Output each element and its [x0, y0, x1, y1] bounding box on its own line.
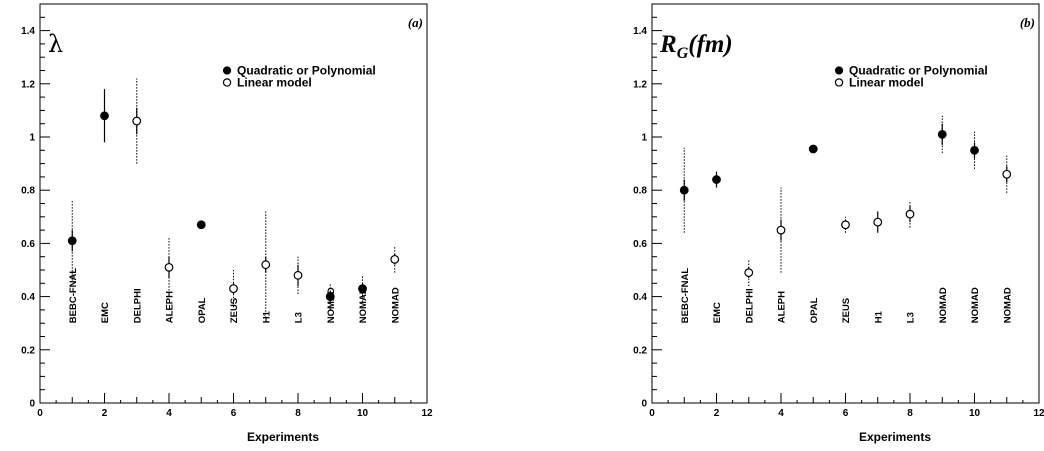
y-tick-label: 1	[29, 133, 35, 144]
experiment-label: DELPHI	[744, 288, 755, 323]
data-point-open	[390, 254, 400, 264]
x-tick-label: 0	[649, 408, 655, 419]
y-tick-label: 0.2	[21, 345, 35, 356]
data-point-filled	[712, 175, 721, 184]
data-point-open	[293, 270, 303, 280]
experiment-label: ZEUS	[841, 298, 852, 323]
x-tick-label: 6	[843, 408, 849, 419]
y-tick-label: 0.2	[633, 345, 647, 356]
experiment-label: NOMAD	[970, 287, 981, 323]
experiment-label: L3	[294, 312, 305, 323]
data-point-open	[744, 268, 754, 278]
x-axis-label: Experiments	[859, 430, 931, 444]
data-point-open	[229, 284, 238, 294]
panel-title: RG(fm)	[659, 31, 733, 62]
experiment-label: H1	[261, 310, 272, 323]
y-tick-label: 0.8	[21, 186, 35, 197]
data-point-filled	[325, 292, 335, 302]
experiment-label: ALEPH	[777, 291, 788, 323]
data-point-filled	[67, 236, 77, 246]
experiment-label: EMC	[712, 302, 723, 323]
experiment-label: BEBC-FNAL	[68, 268, 79, 324]
y-tick-label: 1.4	[21, 26, 35, 37]
legend-label-open: Linear model	[849, 75, 924, 89]
data-point-open	[905, 209, 915, 219]
x-axis-label: Experiments	[247, 430, 319, 444]
x-tick-label: 10	[357, 408, 369, 419]
experiment-label: L3	[906, 312, 917, 323]
experiment-label: NOMAD	[938, 287, 949, 323]
data-point-filled	[937, 129, 947, 139]
data-point-open	[1002, 169, 1012, 179]
y-tick-label: 0.6	[633, 239, 647, 250]
data-point-filled	[358, 284, 367, 294]
y-tick-label: 0.6	[21, 239, 35, 250]
experiment-label: OPAL	[197, 297, 208, 323]
x-tick-label: 2	[102, 408, 108, 419]
experiment-label: NOMAD	[326, 287, 337, 323]
legend-label-open: Linear model	[237, 75, 312, 89]
x-tick-label: 0	[37, 408, 43, 419]
y-tick-label: 0	[641, 399, 647, 410]
data-point-open	[261, 260, 271, 270]
experiment-label: EMC	[100, 302, 111, 323]
data-point-filled	[196, 220, 206, 230]
data-point-filled	[808, 144, 818, 154]
x-tick-label: 6	[231, 408, 237, 419]
experiment-label: ALEPH	[165, 291, 176, 323]
x-tick-label: 4	[166, 408, 172, 419]
panel-b-radius: 0 0.2 0.4 0.6 0.8 1 1.2 1.4 0 2 4 6 8 10 12 Experiments…	[633, 3, 1044, 444]
x-tick-label: 2	[714, 408, 720, 419]
x-tick-label: 10	[969, 408, 981, 419]
panel-label: (b)	[1020, 15, 1035, 30]
panel-label: (a)	[408, 15, 423, 30]
experiment-label: NOMAD	[390, 287, 401, 323]
experiment-label: OPAL	[809, 297, 820, 323]
y-tick-label: 0.4	[21, 292, 35, 303]
data-point-filled	[970, 145, 979, 155]
experiment-label: DELPHI	[132, 288, 143, 323]
y-tick-label: 1.2	[633, 79, 647, 90]
x-tick-label: 8	[295, 408, 301, 419]
panel-a-lambda: 0 0.2 0.4 0.6 0.8 1 1.2 1.4 0 2 4 6 8 10 12 Experiments…	[21, 3, 433, 444]
y-tick-label: 1.4	[633, 26, 647, 37]
y-tick-label: 1.2	[21, 79, 35, 90]
x-tick-label: 12	[421, 408, 433, 419]
panel-title: λ	[48, 30, 63, 58]
data-point-open	[132, 116, 142, 126]
legend-label-filled: Quadratic or Polynomial	[849, 64, 988, 78]
data-point-open	[776, 225, 786, 235]
y-tick-label: 1	[641, 133, 647, 144]
y-tick-label: 0	[29, 399, 35, 410]
experiment-label: H1	[873, 310, 884, 323]
y-tick-label: 0.8	[633, 186, 647, 197]
legend-marker-open	[834, 78, 844, 87]
data-point-filled	[100, 111, 109, 121]
x-tick-label: 8	[907, 408, 913, 419]
y-tick-label: 0.4	[633, 292, 647, 303]
experiment-label: NOMAD	[1002, 287, 1013, 323]
experiment-label: NOMAD	[358, 287, 369, 323]
data-point-open	[841, 220, 850, 230]
x-tick-label: 12	[1033, 408, 1044, 419]
data-point-open	[164, 262, 174, 272]
legend-marker-filled	[834, 66, 844, 75]
legend-label-filled: Quadratic or Polynomial	[237, 64, 376, 78]
experiment-label: BEBC-FNAL	[680, 268, 691, 324]
legend-marker-filled	[222, 66, 232, 75]
legend-marker-open	[222, 78, 232, 87]
x-tick-label: 4	[778, 408, 784, 419]
experiment-label: ZEUS	[229, 298, 240, 323]
data-point-filled	[679, 185, 689, 195]
data-point-open	[873, 217, 883, 227]
